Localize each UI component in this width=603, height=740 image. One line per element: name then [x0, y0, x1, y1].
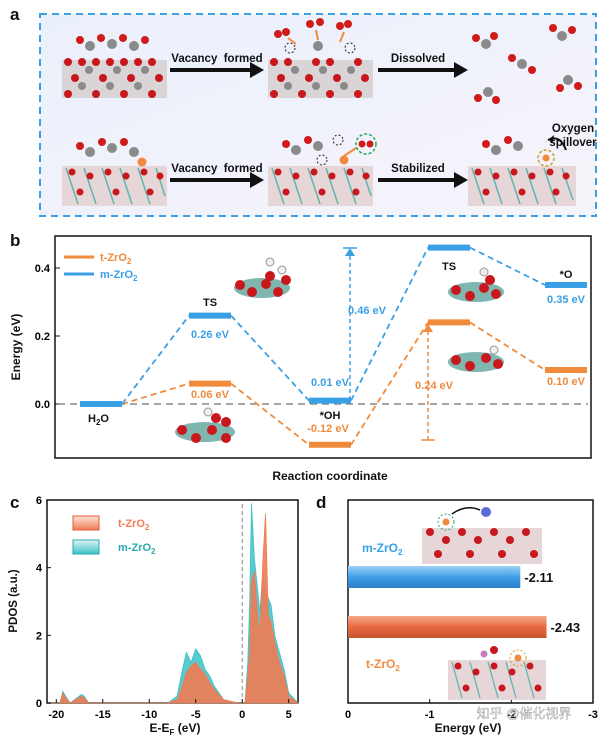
pdos-xtick-label-2: -10 [141, 709, 157, 721]
arrow-row1-step2 [378, 62, 468, 78]
connector-t-2 [350, 321, 429, 446]
arrow-row2-step2 [378, 172, 468, 188]
panel-b-ylabel: Energy (eV) [9, 314, 23, 381]
structure-inset-d-t [448, 646, 546, 700]
slab-row2-initial [62, 138, 167, 206]
label-oxygen: Oxygen [552, 123, 594, 135]
panel-b-yticks: 0.0 0.2 0.4 [35, 263, 60, 411]
slab-row2-stabilized [468, 135, 576, 206]
bar-xtick-label-1: -1 [425, 709, 435, 721]
connector-t-1 [230, 382, 310, 446]
connector-m-0 [121, 315, 190, 405]
panel-c: c -20 -15 -10 -5 0 5 0 2 4 6 PDOS (a.u.) E-EF (eV… [8, 493, 300, 737]
arrow-row1-step1 [170, 62, 264, 78]
panel-b: b Energy (eV) Reaction coordinate 0.0 0.… [9, 231, 592, 483]
pdos-xtick-label-0: -20 [48, 709, 64, 721]
label-t-gap: 0.24 eV [415, 380, 454, 392]
label-h2o: H2O [88, 413, 109, 427]
pdos-xtick-label-5: 5 [286, 709, 292, 721]
pdos-xtick-label-1: -15 [95, 709, 111, 721]
structure-inset-d-m [422, 507, 542, 564]
energy-profile [80, 244, 587, 448]
pdos-ytick-label-3: 6 [36, 495, 42, 507]
label-dissolved: Dissolved [391, 53, 445, 65]
label-t-ts1: 0.06 eV [191, 389, 230, 401]
label-t-oh: -0.12 eV [307, 423, 349, 435]
structure-inset-ts2-m [448, 267, 504, 302]
structure-inset-ts1-t [175, 407, 235, 443]
pdos-plot: -20 -15 -10 -5 0 5 0 2 4 6 [36, 495, 300, 721]
panel-c-xlabel: E-EF (eV) [150, 721, 201, 737]
structure-inset-ts2-t [448, 345, 504, 372]
legend-label-m: m-ZrO2 [100, 269, 138, 283]
bar-value-label-t: -2.43 [550, 620, 580, 635]
category-label-m: m-ZrO2 [362, 541, 403, 557]
panel-c-label: c [10, 493, 19, 512]
panel-d: d -2.11 -2.43 0 -1 -2 -3 m-ZrO2 t-ZrO2 Energy… [316, 493, 598, 735]
connector-m-1 [230, 314, 310, 402]
bar-xtick-label-3: -3 [588, 709, 598, 721]
pdos-xtick-label-4: 0 [239, 709, 245, 721]
connector-m-3 [469, 246, 546, 286]
slab-row2-vacancy [268, 133, 377, 206]
bar-value-label-m: -2.11 [524, 570, 553, 585]
pdos-area-t [47, 513, 300, 704]
pdos-xtick-label-3: -5 [191, 709, 201, 721]
ytick-0.4: 0.4 [35, 263, 51, 275]
ytick-0.2: 0.2 [35, 331, 50, 343]
panel-a-label: a [10, 5, 20, 24]
label-m-gap: 0.46 eV [348, 305, 387, 317]
label-ts1: TS [203, 297, 217, 309]
panel-c-legend: t-ZrO2 m-ZrO2 [72, 515, 156, 556]
label-stabilized: Stabilized [391, 163, 445, 175]
legend-label-m-pdos: m-ZrO2 [118, 542, 156, 556]
watermark: 知乎 @催化视界 [477, 706, 572, 721]
pdos-ytick-label-0: 0 [36, 698, 42, 710]
legend-swatch-t-pdos [72, 515, 100, 531]
panel-d-xlabel: Energy (eV) [435, 721, 502, 735]
connector-m-2 [350, 247, 429, 402]
legend-label-t: t-ZrO2 [100, 252, 132, 266]
adsorption-bar-chart: -2.11 -2.43 0 -1 -2 -3 [345, 566, 598, 721]
label-o: *O [560, 269, 573, 281]
gap-arrow-m [343, 247, 357, 400]
panel-b-frame [54, 235, 592, 459]
label-ts2: TS [442, 261, 456, 273]
label-vacancy-formed-2: Vacancy formed [171, 163, 262, 175]
label-vacancy-formed-1: Vacancy formed [171, 53, 262, 65]
arrow-row2-step1 [170, 172, 264, 188]
ytick-0.0: 0.0 [35, 399, 50, 411]
bar-t [348, 616, 547, 638]
bar-xtick-label-0: 0 [345, 709, 351, 721]
panel-c-ylabel: PDOS (a.u.) [8, 569, 20, 632]
bar-xtick-label-2: -2 [506, 709, 516, 721]
gap-arrow-t [421, 324, 435, 441]
category-label-t: t-ZrO2 [366, 657, 400, 673]
connector-t-3 [469, 321, 546, 371]
panel-b-xlabel: Reaction coordinate [272, 469, 388, 483]
structure-inset-ts1-m [234, 257, 291, 298]
label-m-oh: 0.01 eV [311, 377, 350, 389]
label-m-o: 0.35 eV [547, 294, 586, 306]
bar-m [348, 566, 521, 588]
pdos-ytick-label-2: 4 [36, 563, 43, 575]
panel-d-label: d [316, 493, 326, 512]
panel-b-legend: t-ZrO2 m-ZrO2 [64, 252, 138, 283]
label-spillover: spillover [549, 137, 597, 149]
connector-t-0 [121, 382, 190, 405]
legend-swatch-m-pdos [72, 539, 100, 555]
label-t-o: 0.10 eV [547, 376, 586, 388]
panel-b-label: b [10, 231, 20, 250]
legend-label-t-pdos: t-ZrO2 [118, 518, 150, 532]
label-oh: *OH [320, 410, 341, 422]
slab-row1-vacancy [268, 18, 373, 98]
label-m-ts1: 0.26 eV [191, 329, 230, 341]
panel-a: a [10, 5, 597, 217]
slab-row1-initial [62, 34, 167, 98]
pdos-ytick-label-1: 2 [36, 630, 42, 642]
panel-d-frame [347, 499, 594, 704]
dissolved-clusters [472, 24, 582, 104]
